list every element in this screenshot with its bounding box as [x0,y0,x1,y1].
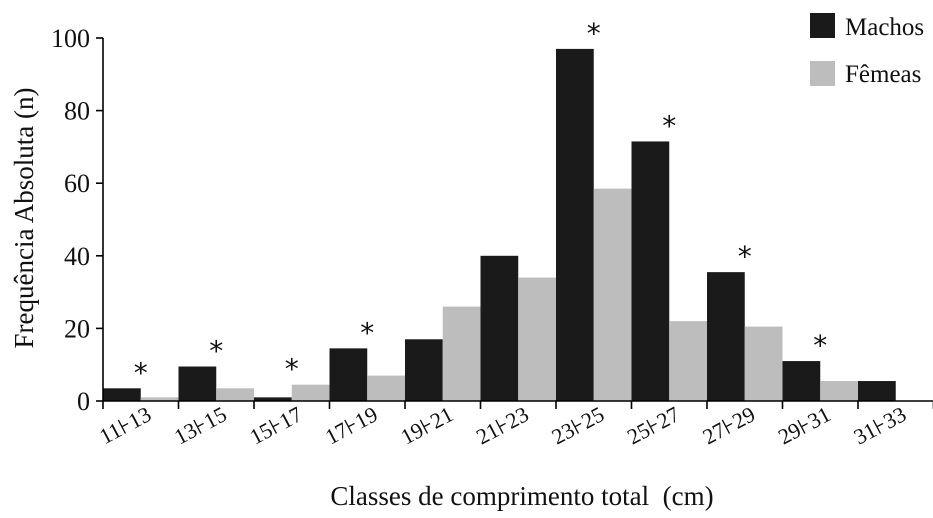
bar-machos-5 [405,339,443,401]
bar-femeas-3 [292,385,330,401]
significance-asterisk: * [134,356,148,389]
significance-asterisk: * [209,335,223,368]
bar-femeas-5 [443,307,481,401]
bar-femeas-8 [669,321,707,401]
bar-femeas-6 [518,278,556,401]
bar-femeas-4 [367,376,405,401]
bar-machos-2 [179,367,217,401]
bar-machos-8 [632,141,670,401]
bar-machos-7 [556,49,594,401]
y-tick-label: 20 [64,314,90,343]
y-axis-title: Frequência Absoluta (n) [9,88,39,349]
legend-label-machos: Machos [845,14,924,41]
legend: Machos Fêmeas [810,13,924,88]
y-tick-label: 80 [64,97,90,126]
legend-label-femeas: Fêmeas [845,61,921,88]
y-ticks: 0 20 40 60 80 100 [51,24,103,416]
significance-asterisk: * [587,17,601,50]
x-axis-title: Classes de comprimento total (cm) [330,481,713,511]
bar-machos-6 [481,256,519,401]
significance-asterisk: * [662,110,676,143]
bar-machos-1 [103,388,141,401]
y-tick-label: 60 [64,169,90,198]
bar-femeas-10 [820,381,858,401]
bar-machos-4 [330,348,368,401]
bar-femeas-7 [594,189,632,401]
x-ticks: 11⊦13 13⊦15 15⊦17 17⊦19 19⊦21 21⊦23 23⊦25 25⊦27… [95,401,933,449]
y-tick-label: 100 [51,24,90,53]
bar-machos-11 [858,381,896,401]
y-tick-label: 0 [77,387,90,416]
x-tick-label: 11⊦13 [95,401,155,449]
significance-asterisk: * [285,353,299,386]
significance-asterisk: * [738,240,752,273]
legend-swatch-machos [810,13,835,38]
bar-machos-10 [783,361,821,401]
bar-femeas-2 [216,388,254,401]
significance-asterisk: * [813,329,827,362]
y-tick-label: 40 [64,242,90,271]
bar-femeas-9 [745,327,783,401]
significance-asterisk: * [360,316,374,349]
bar-machos-9 [707,272,745,401]
legend-swatch-femeas [810,61,835,86]
